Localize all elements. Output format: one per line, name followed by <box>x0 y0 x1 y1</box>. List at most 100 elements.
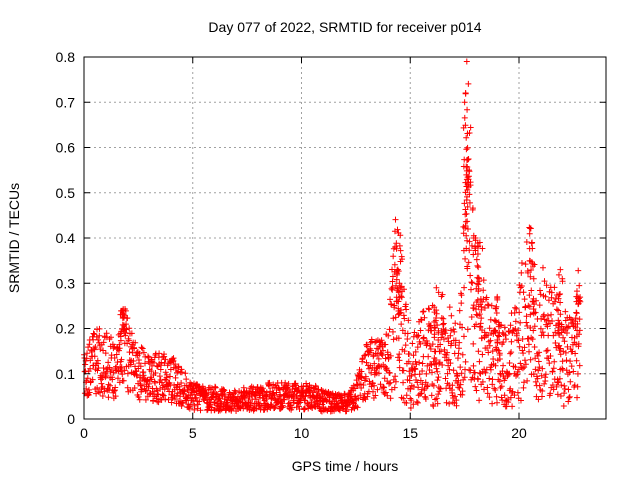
data-point <box>402 342 409 349</box>
data-point <box>428 327 435 334</box>
data-point <box>457 364 464 371</box>
data-point <box>100 339 107 346</box>
data-point <box>114 375 121 382</box>
data-point <box>82 361 89 368</box>
data-point <box>560 334 567 341</box>
data-point <box>527 356 534 363</box>
data-point <box>467 124 474 131</box>
data-point <box>366 365 373 372</box>
data-point <box>574 293 581 300</box>
data-point <box>323 406 330 413</box>
data-point <box>263 396 270 403</box>
data-point <box>568 363 575 370</box>
data-point <box>508 349 515 356</box>
data-point <box>91 346 98 353</box>
data-point <box>470 251 477 258</box>
data-point <box>476 369 483 376</box>
data-point <box>464 106 471 113</box>
data-point <box>125 337 132 344</box>
data-point <box>332 395 339 402</box>
data-point <box>375 345 382 352</box>
data-point <box>375 355 382 362</box>
data-point <box>514 389 521 396</box>
data-point <box>374 386 381 393</box>
data-point <box>465 80 472 87</box>
data-point <box>148 368 155 375</box>
data-point <box>476 397 483 404</box>
data-point <box>417 327 424 334</box>
data-point <box>103 372 110 379</box>
data-point <box>97 346 104 353</box>
data-point <box>387 352 394 359</box>
data-point <box>448 312 455 319</box>
data-point <box>462 122 469 129</box>
data-point <box>410 401 417 408</box>
data-point <box>455 345 462 352</box>
data-point <box>100 347 107 354</box>
data-point <box>392 314 399 321</box>
data-point <box>536 382 543 389</box>
data-point <box>431 304 438 311</box>
data-point <box>385 332 392 339</box>
data-point <box>564 324 571 331</box>
data-point <box>138 388 145 395</box>
data-point <box>146 380 153 387</box>
data-point <box>537 325 544 332</box>
data-point <box>352 385 359 392</box>
data-point <box>434 400 441 407</box>
data-point <box>268 401 275 408</box>
data-point <box>158 379 165 386</box>
data-point <box>83 355 90 362</box>
data-point <box>456 321 463 328</box>
data-point <box>573 309 580 316</box>
data-point <box>475 348 482 355</box>
data-point <box>565 386 572 393</box>
data-point <box>485 332 492 339</box>
data-point <box>557 345 564 352</box>
data-point <box>500 362 507 369</box>
data-point <box>493 309 500 316</box>
data-point <box>431 331 438 338</box>
data-point <box>150 397 157 404</box>
data-point <box>465 173 472 180</box>
data-point <box>557 392 564 399</box>
data-point <box>462 358 469 365</box>
data-point <box>413 398 420 405</box>
data-point <box>521 357 528 364</box>
data-point <box>516 343 523 350</box>
data-point <box>446 366 453 373</box>
tick-labels: 0 5 10 15 20 0 0.1 0.2 0.3 0.4 0.5 0.6 0.7 0.8 <box>56 49 527 441</box>
data-point <box>473 387 480 394</box>
x-tick-label: 10 <box>294 425 310 441</box>
data-point <box>542 371 549 378</box>
data-point <box>458 300 465 307</box>
data-point <box>135 393 142 400</box>
data-point <box>430 382 437 389</box>
data-point <box>516 309 523 316</box>
data-point <box>498 383 505 390</box>
data-point <box>573 310 580 317</box>
data-point <box>538 372 545 379</box>
data-point <box>401 348 408 355</box>
data-point <box>187 392 194 399</box>
data-point <box>492 327 499 334</box>
data-point <box>459 324 466 331</box>
data-point <box>547 352 554 359</box>
data-point <box>545 332 552 339</box>
data-point <box>372 392 379 399</box>
data-point <box>126 325 133 332</box>
data-point <box>145 353 152 360</box>
data-point <box>444 349 451 356</box>
data-point <box>524 322 531 329</box>
data-point <box>178 369 185 376</box>
data-point <box>401 315 408 322</box>
data-point <box>112 393 119 400</box>
data-point <box>410 352 417 359</box>
y-tick-label: 0.3 <box>56 275 76 291</box>
data-point <box>364 343 371 350</box>
data-point <box>407 404 414 411</box>
data-point <box>542 377 549 384</box>
chart-title: Day 077 of 2022, SRMTID for receiver p01… <box>208 19 481 35</box>
data-point <box>515 327 522 334</box>
data-point <box>442 327 449 334</box>
